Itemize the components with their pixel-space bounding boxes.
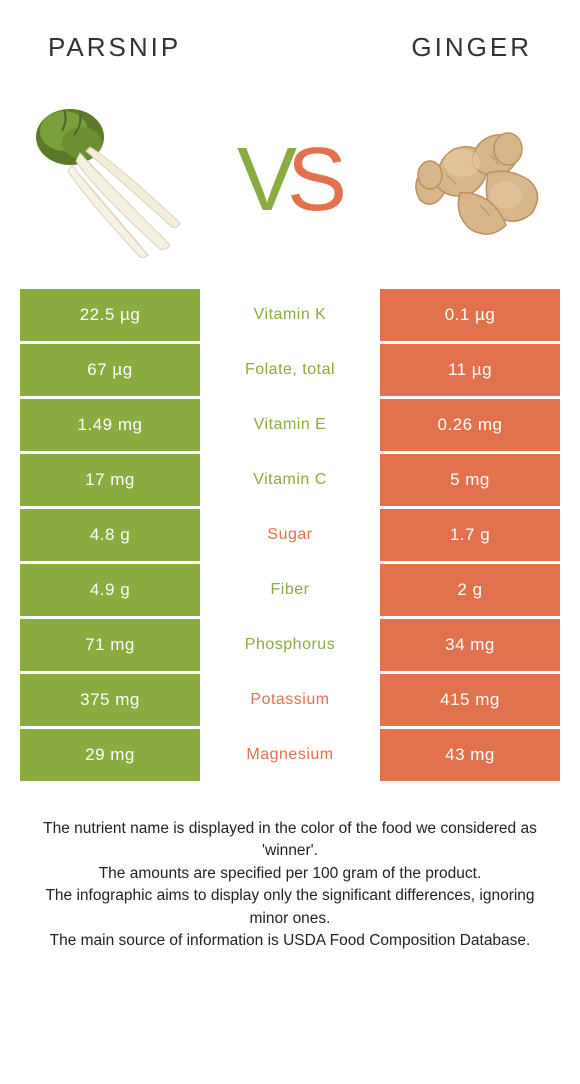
right-value: 43 mg	[380, 729, 560, 781]
vs-s: S	[287, 129, 343, 232]
nutrient-name: Magnesium	[200, 729, 380, 781]
right-value: 0.26 mg	[380, 399, 560, 451]
nutrient-name: Vitamin E	[200, 399, 380, 451]
nutrient-name: Fiber	[200, 564, 380, 616]
footer-line: The nutrient name is displayed in the co…	[24, 818, 556, 863]
footer-notes: The nutrient name is displayed in the co…	[0, 784, 580, 953]
left-value: 1.49 mg	[20, 399, 200, 451]
nutrient-name: Vitamin C	[200, 454, 380, 506]
ginger-image	[390, 95, 560, 265]
nutrient-table: 22.5 µgVitamin K0.1 µg67 µgFolate, total…	[20, 289, 560, 781]
vs-v: V	[237, 129, 293, 232]
header: Parsnip Ginger	[0, 0, 580, 71]
nutrient-name: Sugar	[200, 509, 380, 561]
left-value: 67 µg	[20, 344, 200, 396]
right-value: 5 mg	[380, 454, 560, 506]
nutrient-name: Potassium	[200, 674, 380, 726]
left-value: 4.9 g	[20, 564, 200, 616]
right-value: 415 mg	[380, 674, 560, 726]
right-value: 2 g	[380, 564, 560, 616]
nutrient-row: 4.8 gSugar1.7 g	[20, 509, 560, 561]
nutrient-row: 17 mgVitamin C5 mg	[20, 454, 560, 506]
nutrient-row: 375 mgPotassium415 mg	[20, 674, 560, 726]
nutrient-row: 4.9 gFiber2 g	[20, 564, 560, 616]
nutrient-name: Vitamin K	[200, 289, 380, 341]
left-food-title: Parsnip	[48, 32, 181, 63]
right-value: 11 µg	[380, 344, 560, 396]
left-value: 29 mg	[20, 729, 200, 781]
left-value: 22.5 µg	[20, 289, 200, 341]
right-value: 0.1 µg	[380, 289, 560, 341]
parsnip-image	[20, 95, 190, 265]
nutrient-row: 22.5 µgVitamin K0.1 µg	[20, 289, 560, 341]
nutrient-row: 67 µgFolate, total11 µg	[20, 344, 560, 396]
footer-line: The infographic aims to display only the…	[24, 885, 556, 930]
left-value: 17 mg	[20, 454, 200, 506]
nutrient-name: Folate, total	[200, 344, 380, 396]
vs-label: V S	[237, 129, 343, 232]
nutrient-row: 29 mgMagnesium43 mg	[20, 729, 560, 781]
right-value: 1.7 g	[380, 509, 560, 561]
ginger-icon	[390, 105, 560, 255]
footer-line: The amounts are specified per 100 gram o…	[24, 863, 556, 885]
nutrient-row: 1.49 mgVitamin E0.26 mg	[20, 399, 560, 451]
right-food-title: Ginger	[411, 32, 532, 63]
hero-row: V S	[0, 71, 580, 289]
footer-line: The main source of information is USDA F…	[24, 930, 556, 952]
parsnip-icon	[20, 95, 190, 265]
right-value: 34 mg	[380, 619, 560, 671]
left-value: 71 mg	[20, 619, 200, 671]
nutrient-name: Phosphorus	[200, 619, 380, 671]
nutrient-row: 71 mgPhosphorus34 mg	[20, 619, 560, 671]
left-value: 375 mg	[20, 674, 200, 726]
left-value: 4.8 g	[20, 509, 200, 561]
